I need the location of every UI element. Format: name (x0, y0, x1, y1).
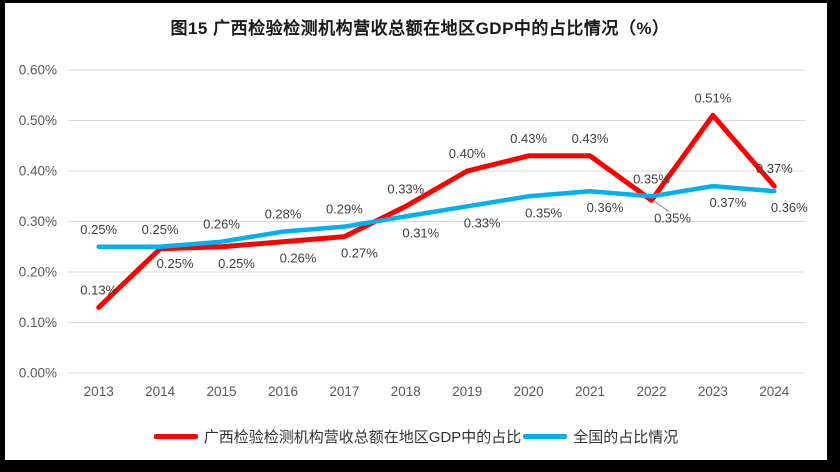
x-axis-tick-label: 2019 (452, 384, 482, 399)
data-label: 0.43% (572, 131, 609, 146)
data-label: 0.35% (654, 210, 691, 225)
y-axis-tick-label: 0.20% (19, 265, 57, 280)
data-label: 0.37% (709, 195, 746, 210)
data-label: 0.26% (280, 251, 317, 266)
data-label: 0.27% (341, 246, 378, 261)
data-label: 0.33% (464, 215, 501, 230)
data-label: 0.13% (80, 282, 117, 297)
data-label: 0.35% (525, 205, 562, 220)
legend-line-blue (523, 433, 568, 439)
x-axis-tick-label: 2021 (575, 384, 605, 399)
x-axis-tick-label: 2016 (268, 384, 298, 399)
data-label: 0.25% (218, 256, 255, 271)
data-label: 0.29% (326, 202, 363, 217)
data-label: 0.31% (402, 225, 439, 240)
x-axis-tick-label: 2020 (514, 384, 544, 399)
x-axis-tick-label: 2017 (329, 384, 359, 399)
y-axis-tick-label: 0.50% (19, 113, 57, 128)
x-axis-tick-label: 2014 (145, 384, 176, 399)
chart-background-panel (5, 3, 827, 460)
x-axis-tick-label: 2023 (698, 384, 728, 399)
y-axis-tick-label: 0.60% (19, 63, 57, 78)
series-line-national (96, 183, 777, 250)
y-axis-tick-label: 0.40% (19, 164, 57, 179)
x-axis-tick-label: 2022 (636, 384, 666, 399)
data-label: 0.37% (756, 161, 793, 176)
y-axis-tick-label: 0.10% (19, 315, 57, 330)
data-label: 0.25% (157, 256, 194, 271)
y-axis-tick-label: 0.00% (19, 366, 57, 381)
y-axis-tick-label: 0.30% (19, 214, 57, 229)
data-label: 0.51% (694, 90, 731, 105)
data-label: 0.40% (449, 146, 486, 161)
x-axis-tick-label: 2024 (759, 384, 790, 399)
data-label: 0.25% (80, 222, 117, 237)
data-label: 0.36% (587, 200, 624, 215)
legend-label-guangxi: 广西检验检测机构营收总额在地区GDP中的占比 (203, 428, 522, 446)
data-label: 0.33% (387, 181, 424, 196)
legend-line-red (153, 433, 198, 439)
chart-plot-area: 0.00% 0.10% 0.20% 0.30% 0.40% 0.50% 0.60% 2013 2… (19, 63, 808, 400)
data-label: 0.43% (510, 131, 547, 146)
data-label: 0.28% (265, 207, 302, 222)
data-label: 0.35% (633, 171, 670, 186)
legend-label-national: 全国的占比情况 (573, 428, 679, 446)
x-axis-tick-label: 2018 (391, 384, 421, 399)
x-axis-tick-label: 2013 (84, 384, 114, 399)
x-axis-tick-label: 2015 (206, 384, 236, 399)
data-label: 0.36% (771, 200, 808, 215)
data-label: 0.25% (142, 222, 179, 237)
series-line-guangxi (96, 112, 777, 310)
data-label: 0.26% (203, 217, 240, 232)
chart-legend: 广西检验检测机构营收总额在地区GDP中的占比 全国的占比情况 (5, 421, 827, 451)
legend-item-guangxi: 广西检验检测机构营收总额在地区GDP中的占比 (153, 426, 522, 447)
chart-title: 图15 广西检验检测机构营收总额在地区GDP中的占比情况（%） (170, 19, 670, 38)
legend-item-national: 全国的占比情况 (523, 426, 678, 447)
label-leader-line (654, 200, 669, 212)
